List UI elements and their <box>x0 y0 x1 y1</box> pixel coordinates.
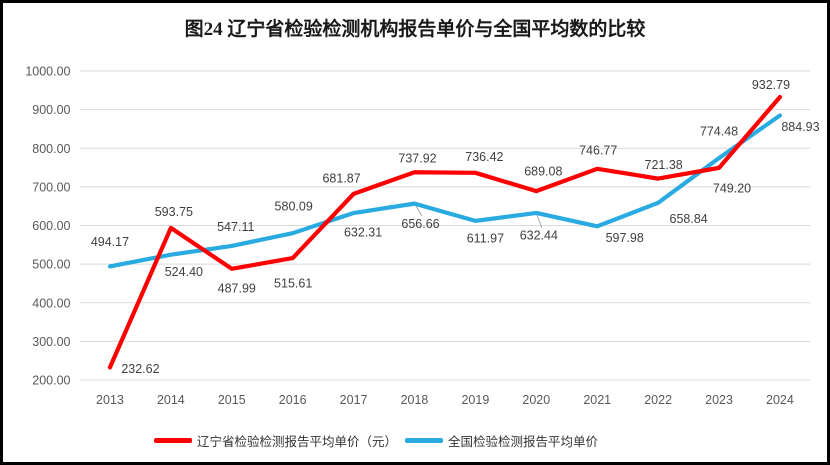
data-label: 597.98 <box>606 231 644 245</box>
chart-canvas: 200.00 300.00 400.00 500.00 600.00 700.00 800.… <box>25 65 819 408</box>
label-leader-line <box>415 205 423 217</box>
x-tick-label: 2023 <box>705 393 733 407</box>
legend: 辽宁省检验检测报告平均单价（元） 全国检验检测报告平均单价 <box>3 431 827 450</box>
data-label: 749.20 <box>713 181 751 195</box>
legend-label-national: 全国检验检测报告平均单价 <box>448 435 599 449</box>
x-tick-label: 2024 <box>766 393 794 407</box>
y-tick-label: 300.00 <box>32 335 70 349</box>
data-label: 232.62 <box>121 362 159 376</box>
x-tick-label: 2022 <box>644 393 672 407</box>
data-label: 658.84 <box>670 212 708 226</box>
x-tick-label: 2018 <box>401 393 429 407</box>
x-tick-label: 2015 <box>218 393 246 407</box>
x-tick-label: 2014 <box>157 393 185 407</box>
data-label: 593.75 <box>155 205 193 219</box>
legend-item-national: 全国检验检测报告平均单价 <box>405 431 598 450</box>
data-label: 487.99 <box>218 281 256 295</box>
legend-item-liaoning: 辽宁省检验检测报告平均单价（元） <box>153 431 397 450</box>
y-tick-label: 1000.00 <box>25 65 70 79</box>
y-tick-label: 800.00 <box>32 142 70 156</box>
label-leader-line <box>536 214 543 229</box>
data-label: 681.87 <box>322 171 360 185</box>
data-label: 515.61 <box>274 277 312 291</box>
data-label: 884.93 <box>781 120 819 134</box>
data-label: 547.11 <box>217 220 254 234</box>
legend-label-liaoning: 辽宁省检验检测报告平均单价（元） <box>196 435 397 449</box>
data-label: 774.48 <box>700 125 738 139</box>
data-label: 721.38 <box>645 158 683 172</box>
data-label: 632.44 <box>520 228 558 242</box>
chart-title: 图24 辽宁省检验检测机构报告单价与全国平均数的比较 <box>184 19 646 40</box>
legend-line-swatch-blue <box>405 438 443 443</box>
y-tick-label: 600.00 <box>32 219 70 233</box>
series-line-national <box>107 113 783 269</box>
series-line-liaoning <box>107 94 783 370</box>
y-tick-label: 700.00 <box>32 180 70 194</box>
y-tick-label: 200.00 <box>32 374 70 388</box>
data-label: 524.40 <box>165 265 203 279</box>
data-label: 736.42 <box>465 150 503 164</box>
x-tick-label: 2017 <box>340 393 368 407</box>
data-label: 737.92 <box>398 152 436 166</box>
data-label: 932.79 <box>752 78 790 92</box>
x-tick-label: 2016 <box>279 393 307 407</box>
x-tick-label: 2013 <box>96 393 124 407</box>
y-tick-label: 500.00 <box>32 258 70 272</box>
data-label: 656.66 <box>401 217 439 231</box>
data-label: 580.09 <box>275 200 313 214</box>
x-tick-label: 2021 <box>583 393 611 407</box>
y-tick-label: 400.00 <box>32 296 70 310</box>
data-label: 611.97 <box>467 231 504 245</box>
legend-line-swatch-red <box>153 438 192 443</box>
data-label: 689.08 <box>524 165 562 179</box>
data-label: 746.77 <box>579 143 617 157</box>
legend-inner: 辽宁省检验检测报告平均单价（元） 全国检验检测报告平均单价 <box>153 431 598 450</box>
data-label: 494.17 <box>91 235 129 249</box>
y-tick-label: 900.00 <box>32 103 70 117</box>
data-label: 632.31 <box>344 226 382 240</box>
x-tick-label: 2020 <box>522 393 550 407</box>
x-tick-label: 2019 <box>461 393 489 407</box>
